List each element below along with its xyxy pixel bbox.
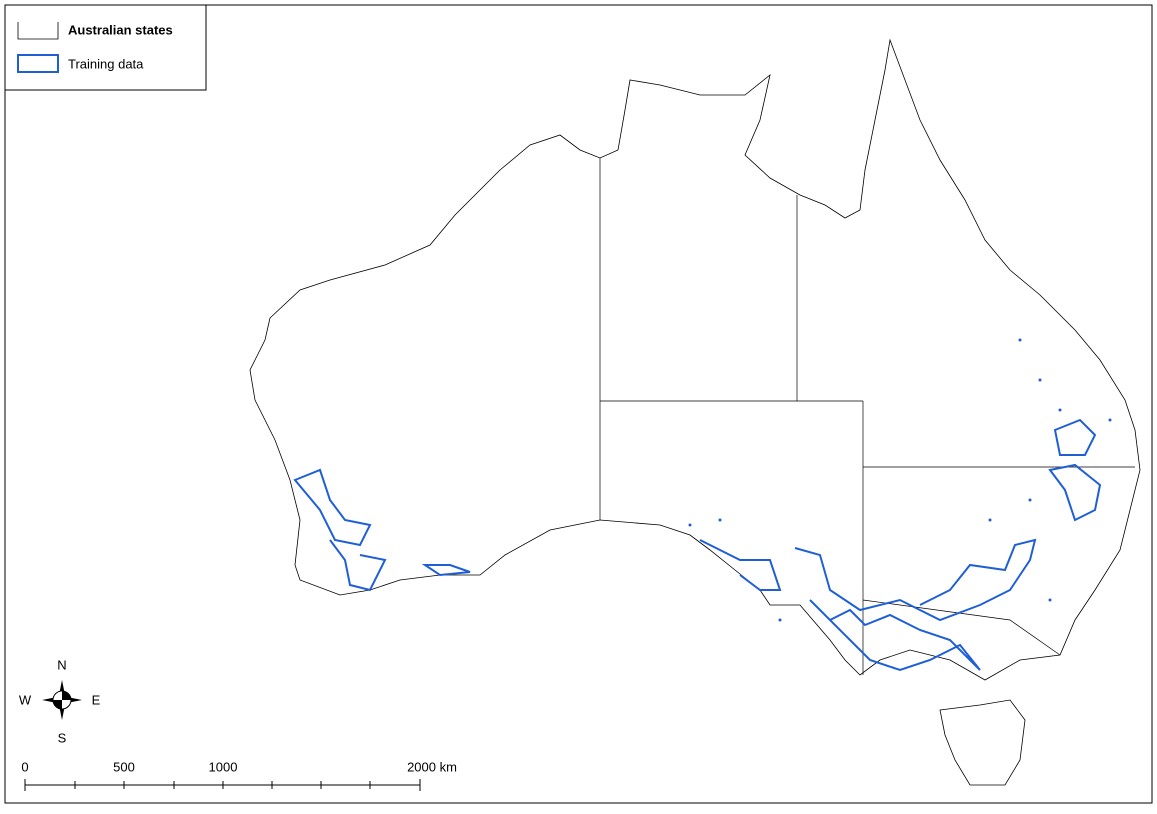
compass-label: E [92,692,101,707]
legend [4,4,207,91]
scale-bar [24,779,421,791]
compass-label: N [57,657,66,672]
legend-swatch-training [17,54,59,73]
compass-label: W [19,692,32,707]
legend-label: Training data [68,56,144,71]
mainland [249,38,1141,681]
compass-label: S [58,730,67,745]
legend-swatch-states [17,22,59,40]
scale-label: 1000 [209,759,238,774]
scale-label: 0 [21,759,28,774]
scale-label: 500 [113,759,135,774]
compass [42,680,82,720]
tasmania [939,699,1026,786]
training-data [293,338,1112,672]
scale-label: 2000 km [407,759,457,774]
legend-label: Australian states [68,22,173,37]
state-borders [599,158,1135,675]
